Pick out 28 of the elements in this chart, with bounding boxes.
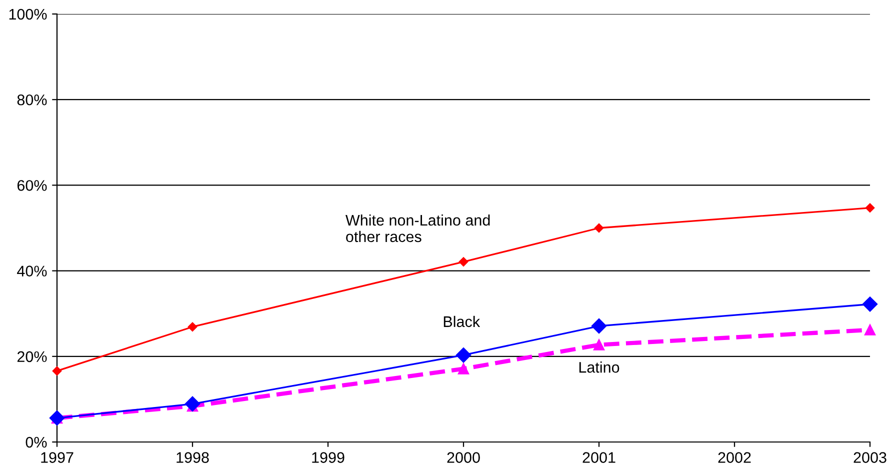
point — [862, 296, 878, 312]
point — [458, 257, 468, 266]
x-tick-label: 2001 — [582, 452, 616, 463]
point — [865, 203, 875, 213]
point — [864, 324, 876, 336]
x-tick-label: 1997 — [41, 452, 74, 463]
y-tick-label: 60% — [17, 180, 47, 191]
y-tick-label: 20% — [17, 351, 47, 362]
point — [456, 348, 472, 363]
y-tick-label: 100% — [9, 8, 47, 20]
y-tick-label: 0% — [26, 436, 47, 448]
series-label: Black — [444, 316, 480, 328]
point — [594, 223, 604, 233]
x-tick-label: 2000 — [447, 452, 480, 463]
series-label: Latino — [579, 362, 620, 373]
x-tick-label: 1998 — [176, 452, 209, 463]
point — [184, 396, 200, 412]
series-label: White non-Latino and other races — [346, 214, 490, 242]
x-tick-label: 1999 — [312, 452, 344, 463]
point — [593, 339, 605, 350]
x-tick-label: 2002 — [718, 452, 751, 463]
y-tick-label: 40% — [17, 266, 47, 276]
point — [52, 366, 62, 376]
x-tick-label: 2003 — [854, 452, 886, 463]
point — [188, 322, 198, 332]
y-tick-label: 80% — [17, 94, 47, 106]
point — [458, 363, 470, 374]
point — [591, 318, 607, 334]
